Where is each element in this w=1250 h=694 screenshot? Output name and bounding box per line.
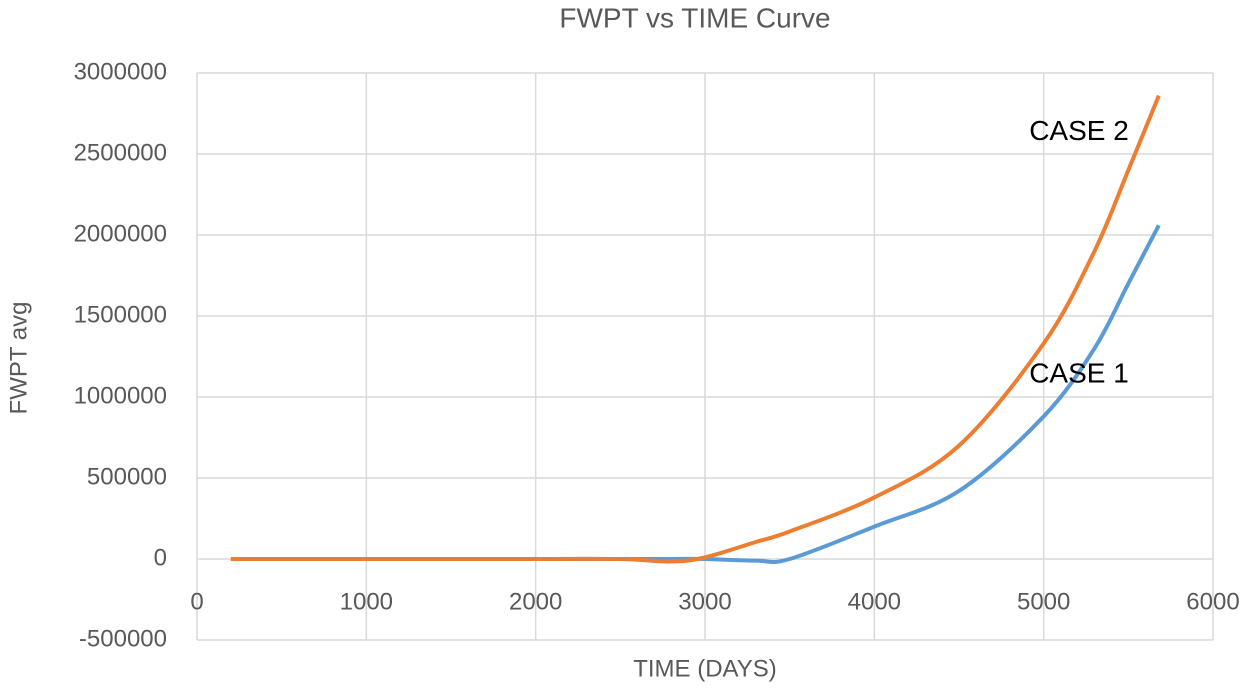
x-tick-label: 2000	[509, 588, 562, 615]
y-tick-label: 1500000	[74, 301, 167, 328]
x-axis-label: TIME (DAYS)	[633, 655, 777, 682]
x-tick-label: 6000	[1186, 588, 1239, 615]
series-label: CASE 2	[1029, 115, 1129, 146]
y-tick-label: 3000000	[74, 58, 167, 85]
y-tick-label: 0	[154, 544, 167, 571]
x-tick-label: 1000	[340, 588, 393, 615]
data-line	[230, 224, 1161, 565]
y-tick-label: 2500000	[74, 139, 167, 166]
y-axis-label: FWPT avg	[5, 302, 32, 415]
x-tick-label: 5000	[1017, 588, 1070, 615]
y-tick-label: 1000000	[74, 382, 167, 409]
y-tick-label: 500000	[87, 463, 167, 490]
series-label: CASE 1	[1029, 358, 1129, 389]
y-tick-label: 2000000	[74, 220, 167, 247]
chart-title: FWPT vs TIME Curve	[559, 2, 830, 33]
x-tick-label: 3000	[678, 588, 731, 615]
x-tick-label: 4000	[848, 588, 901, 615]
x-tick-label: 0	[190, 588, 203, 615]
y-tick-label: -500000	[79, 625, 167, 652]
data-line	[230, 94, 1161, 564]
